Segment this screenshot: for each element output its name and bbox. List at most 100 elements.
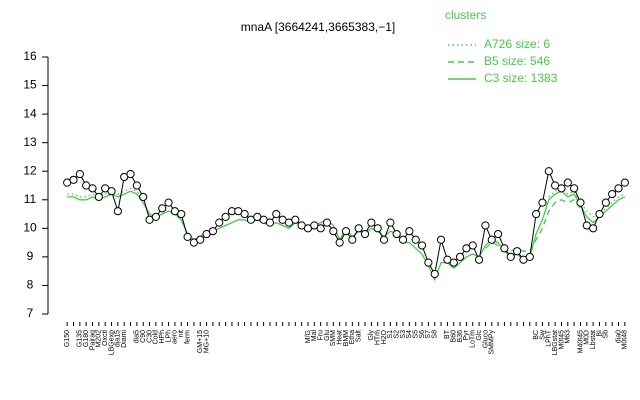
x-tick-label: C90 [140, 330, 147, 343]
x-tick-label: M40t45 [577, 330, 584, 353]
x-tick-label: dia15 [115, 330, 122, 347]
x-tick-label: LPhT [546, 329, 553, 346]
x-tick-label: M0t45 [558, 330, 565, 350]
point [183, 232, 192, 241]
x-tick-label: aero [172, 330, 179, 344]
x-tick-label: ferm [184, 330, 191, 344]
point [417, 241, 427, 250]
x-tick-label: dia0 [615, 330, 622, 343]
x-tick-label: S7 [425, 330, 432, 339]
x-tick-label: Cold [153, 330, 160, 345]
point [113, 207, 122, 216]
y-tick-label: 10 [23, 221, 37, 235]
x-tick-label: Glu [324, 330, 331, 341]
point [538, 198, 547, 207]
x-tick-label: M/G [305, 330, 312, 343]
point [291, 215, 300, 224]
point [379, 235, 389, 244]
point [158, 204, 167, 213]
legend-label: B5 size: 546 [484, 54, 550, 68]
x-tick-label: GM+15 [197, 330, 204, 353]
x-tick-label: SMM [330, 330, 337, 347]
x-tick-label: M202 [96, 330, 103, 348]
point [94, 192, 103, 202]
x-tick-label: B36 [457, 330, 464, 343]
y-tick-label: 12 [23, 163, 37, 177]
x-tick-label: SMMPy [489, 330, 496, 355]
x-tick-label: Sw [539, 329, 546, 340]
point [316, 224, 325, 233]
x-tick-label: G150 [64, 330, 71, 347]
point [500, 244, 509, 253]
point [215, 218, 224, 227]
point [570, 184, 579, 193]
point [386, 218, 395, 227]
point [589, 224, 598, 233]
x-tick-label: BT [444, 329, 451, 339]
point [354, 224, 363, 233]
point [563, 178, 572, 187]
point [398, 235, 408, 244]
x-tick-label: LPh [165, 330, 172, 343]
point [322, 218, 332, 227]
x-tick-label: HPh [159, 330, 166, 344]
point [177, 209, 186, 219]
x-tick-label: M63 [565, 330, 572, 344]
point [468, 241, 477, 250]
point [107, 187, 116, 196]
x-tick-label: Pairaq [89, 330, 96, 350]
y-tick-label: 16 [23, 49, 37, 63]
y-tick-label: 9 [27, 249, 34, 263]
x-tick-label: BC [533, 330, 540, 340]
point [487, 235, 496, 244]
point [373, 224, 382, 233]
x-tick-label: Etha [349, 330, 356, 345]
point [532, 209, 541, 219]
x-tick-label: MG+10 [203, 330, 210, 353]
point [506, 252, 515, 261]
x-tick-label: C30 [146, 330, 153, 343]
x-tick-label: G180 [83, 330, 90, 347]
point [139, 192, 148, 202]
x-tick-label: HTm [375, 330, 382, 345]
point [493, 229, 503, 239]
x-tick-label: LBGstat [552, 330, 559, 355]
point [430, 269, 439, 279]
point [348, 235, 357, 244]
x-tick-label: S3 [400, 330, 407, 339]
x-tick-label: Pyr [463, 329, 470, 340]
y-tick-label: 13 [23, 135, 37, 149]
legend-label: C3 size: 1383 [484, 71, 558, 85]
point [449, 258, 458, 267]
x-tick-label: Heat [337, 330, 344, 345]
x-tick-label: LoTm [470, 330, 477, 348]
point [132, 181, 141, 190]
point [341, 227, 351, 236]
cluster-line [484, 198, 582, 252]
x-tick-label: Gluco [482, 330, 489, 348]
point [474, 255, 484, 264]
point [240, 209, 249, 219]
point [221, 212, 230, 222]
x-tick-label: S4 [406, 330, 413, 339]
x-tick-label: S6 [419, 330, 426, 339]
y-tick-label: 7 [27, 306, 34, 320]
x-tick-label: Sb [603, 330, 610, 339]
y-tick-label: 11 [24, 192, 37, 206]
x-tick-label: S1 [387, 330, 394, 339]
y-tick-label: 14 [23, 106, 37, 120]
y-tick-label: 8 [27, 278, 34, 292]
point [544, 167, 553, 176]
x-tick-label: Lbstat [590, 330, 597, 349]
x-tick-label: BMM [343, 330, 350, 347]
x-tick-label: Diami [121, 330, 128, 348]
x-tick-label: M0D [584, 330, 591, 345]
point [265, 218, 275, 227]
point [436, 235, 446, 244]
x-tick-label: B60 [451, 330, 458, 343]
point [608, 189, 617, 199]
point [481, 221, 490, 230]
x-tick-label: S2 [394, 330, 401, 339]
point [525, 252, 534, 261]
